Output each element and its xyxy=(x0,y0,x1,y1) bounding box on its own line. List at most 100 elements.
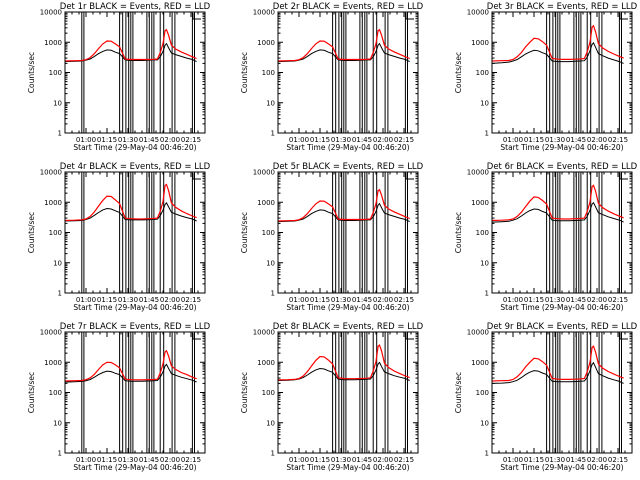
events-series-line xyxy=(491,361,624,384)
x-tick-label: 01:00 xyxy=(503,296,523,304)
y-axis-label: Counts/sec xyxy=(240,372,249,413)
y-tick-label: 1000 xyxy=(44,199,62,207)
x-tick-label: 01:30 xyxy=(545,136,565,144)
y-tick-label: 10000 xyxy=(467,9,489,17)
x-tick-label: 02:00 xyxy=(160,456,180,464)
panel-5: Det 5r BLACK = Events, RED = LLD 1 10 100 10… xyxy=(240,162,424,312)
plot-frame xyxy=(64,11,206,134)
x-tick-label: 01:45 xyxy=(352,136,372,144)
x-tick-label: 02:00 xyxy=(373,456,393,464)
y-tick-label: 100 xyxy=(49,389,62,397)
x-axis-label: Start Time (29-May-04 00:46:20) xyxy=(73,303,196,312)
panel-1: Det 1r BLACK = Events, RED = LLD 1 10 100 10… xyxy=(27,2,211,152)
events-series-line xyxy=(491,42,624,64)
x-tick-label: 02:15 xyxy=(608,136,628,144)
y-tick-label: 100 xyxy=(262,229,275,237)
y-axis-label: Counts/sec xyxy=(27,372,36,413)
panel-title: Det 8r BLACK = Events, RED = LLD xyxy=(273,322,424,332)
plot-frame xyxy=(277,331,419,454)
y-tick-label: 10 xyxy=(53,419,62,427)
x-tick-label: 01:00 xyxy=(76,296,96,304)
y-tick-label: 1 xyxy=(271,130,275,138)
x-axis-label: Start Time (29-May-04 00:46:20) xyxy=(73,463,196,472)
y-tick-label: 10 xyxy=(266,99,275,107)
legend-bracket xyxy=(405,333,414,340)
y-tick-label: 1 xyxy=(58,130,62,138)
x-tick-label: 01:00 xyxy=(503,456,523,464)
y-tick-label: 10000 xyxy=(253,9,275,17)
x-tick-label: 01:00 xyxy=(76,136,96,144)
panel-title: Det 1r BLACK = Events, RED = LLD xyxy=(60,2,211,12)
lld-series-line xyxy=(277,344,410,381)
x-tick-label: 01:30 xyxy=(331,456,351,464)
y-tick-label: 10 xyxy=(53,99,62,107)
panel-title: Det 7r BLACK = Events, RED = LLD xyxy=(60,322,211,332)
y-tick-label: 10 xyxy=(53,259,62,267)
events-series-line xyxy=(64,42,197,63)
y-axis-label: Counts/sec xyxy=(454,212,463,253)
x-tick-label: 01:15 xyxy=(524,136,544,144)
x-tick-label: 02:00 xyxy=(373,296,393,304)
lld-series-line xyxy=(64,349,197,382)
panel-title: Det 6r BLACK = Events, RED = LLD xyxy=(487,162,638,172)
x-tick-label: 01:15 xyxy=(97,456,117,464)
x-tick-label: 01:00 xyxy=(76,456,96,464)
events-series-line xyxy=(491,201,624,223)
lld-series-line xyxy=(277,28,410,62)
x-tick-label: 01:00 xyxy=(289,296,309,304)
panel-title: Det 9r BLACK = Events, RED = LLD xyxy=(487,322,638,332)
y-tick-label: 10 xyxy=(266,259,275,267)
x-tick-label: 02:00 xyxy=(373,136,393,144)
x-axis-label: Start Time (29-May-04 00:46:20) xyxy=(500,303,623,312)
y-tick-label: 10000 xyxy=(253,329,275,337)
x-tick-label: 01:00 xyxy=(503,136,523,144)
x-tick-label: 02:15 xyxy=(181,296,201,304)
x-tick-label: 02:00 xyxy=(160,296,180,304)
x-tick-label: 02:00 xyxy=(587,136,607,144)
x-tick-label: 01:15 xyxy=(310,456,330,464)
x-axis-label: Start Time (29-May-04 00:46:20) xyxy=(286,303,409,312)
y-tick-label: 100 xyxy=(49,229,62,237)
plot-frame xyxy=(277,11,419,134)
plot-frame xyxy=(277,171,419,294)
legend-bracket xyxy=(619,333,628,340)
y-axis-label: Counts/sec xyxy=(454,52,463,93)
y-tick-label: 10000 xyxy=(40,9,62,17)
legend-bracket xyxy=(192,13,201,20)
x-axis-label: Start Time (29-May-04 00:46:20) xyxy=(500,143,623,152)
x-tick-label: 01:45 xyxy=(352,456,372,464)
y-tick-label: 100 xyxy=(262,389,275,397)
y-tick-label: 10000 xyxy=(467,169,489,177)
x-tick-label: 01:30 xyxy=(118,136,138,144)
events-series-line xyxy=(277,202,410,223)
x-tick-label: 01:45 xyxy=(352,296,372,304)
legend-bracket xyxy=(192,173,201,180)
x-tick-label: 01:15 xyxy=(524,456,544,464)
x-tick-label: 02:15 xyxy=(608,296,628,304)
y-axis-label: Counts/sec xyxy=(27,212,36,253)
panel-8: Det 8r BLACK = Events, RED = LLD 1 10 100 10… xyxy=(240,322,424,472)
y-tick-label: 1000 xyxy=(257,39,275,47)
x-tick-label: 01:00 xyxy=(289,456,309,464)
x-tick-label: 02:15 xyxy=(394,456,414,464)
y-tick-label: 100 xyxy=(476,389,489,397)
x-tick-label: 01:45 xyxy=(139,136,159,144)
legend-bracket xyxy=(619,173,628,180)
y-tick-label: 1000 xyxy=(471,199,489,207)
x-tick-label: 01:15 xyxy=(524,296,544,304)
x-tick-label: 02:00 xyxy=(587,296,607,304)
panel-title: Det 5r BLACK = Events, RED = LLD xyxy=(273,162,424,172)
x-tick-label: 02:15 xyxy=(181,136,201,144)
panel-3: Det 3r BLACK = Events, RED = LLD 1 10 100 10… xyxy=(454,2,638,152)
x-tick-label: 01:45 xyxy=(139,456,159,464)
legend-bracket xyxy=(192,333,201,340)
events-series-line xyxy=(277,42,410,63)
y-tick-label: 10000 xyxy=(253,169,275,177)
x-tick-label: 01:30 xyxy=(545,456,565,464)
panel-7: Det 7r BLACK = Events, RED = LLD 1 10 100 10… xyxy=(27,322,211,472)
y-tick-label: 10 xyxy=(480,419,489,427)
y-tick-label: 1 xyxy=(271,290,275,298)
y-tick-label: 10 xyxy=(480,99,489,107)
panel-4: Det 4r BLACK = Events, RED = LLD 1 10 100 10… xyxy=(27,162,211,312)
x-tick-label: 01:15 xyxy=(310,136,330,144)
